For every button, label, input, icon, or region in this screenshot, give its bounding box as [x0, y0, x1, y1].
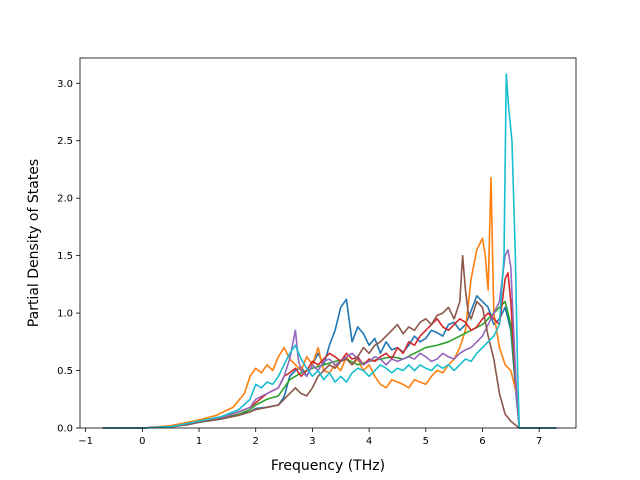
- plot-frame: [79, 57, 577, 429]
- series-line-5: [102, 249, 557, 429]
- y-axis-label: Partial Density of States: [26, 159, 42, 327]
- x-axis-label: Frequency (THz): [271, 458, 385, 474]
- series-line-7: [102, 73, 557, 429]
- y-tick-label: 2.5: [57, 136, 73, 147]
- x-tick-label: 2: [253, 436, 259, 447]
- y-tick-label: 0.0: [57, 424, 73, 435]
- y-tick-label: 0.5: [57, 366, 73, 377]
- x-axis: −1 0 1 2 3 4 5 6 7: [78, 428, 542, 447]
- y-tick-label: 3.0: [57, 79, 73, 90]
- x-tick-label: 1: [196, 436, 202, 447]
- series-layer: [102, 73, 557, 429]
- x-tick-label: 0: [139, 436, 145, 447]
- x-tick-label: 3: [309, 436, 315, 447]
- series-line-2: [102, 176, 557, 429]
- y-tick-label: 2.0: [57, 194, 73, 205]
- series-line-6: [102, 254, 557, 429]
- x-tick-label: −1: [78, 436, 93, 447]
- y-tick-label: 1.5: [57, 251, 73, 262]
- x-tick-label: 4: [366, 436, 372, 447]
- y-axis: 0.0 0.5 1.0 1.5 2.0 2.5 3.0: [57, 79, 80, 435]
- y-tick-label: 1.0: [57, 309, 73, 320]
- x-tick-label: 6: [479, 436, 485, 447]
- x-tick-label: 5: [423, 436, 429, 447]
- x-tick-label: 7: [536, 436, 542, 447]
